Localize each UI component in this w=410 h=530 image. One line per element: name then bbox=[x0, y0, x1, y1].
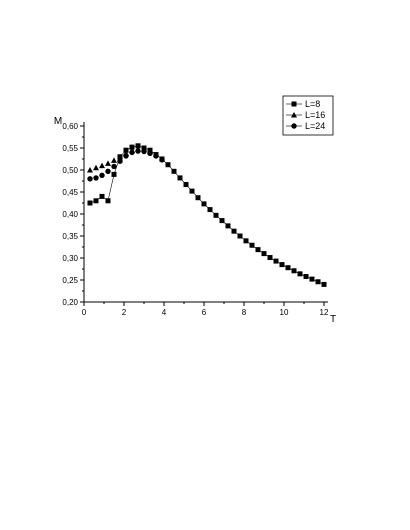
data-point bbox=[93, 175, 99, 181]
data-point bbox=[249, 242, 255, 248]
data-point bbox=[255, 247, 261, 253]
series-line bbox=[89, 145, 325, 285]
data-point bbox=[297, 271, 303, 277]
data-point bbox=[183, 182, 189, 188]
x-tick-label: 0 bbox=[82, 308, 87, 317]
data-point bbox=[303, 273, 309, 279]
data-point bbox=[261, 251, 267, 257]
legend-label: L=24 bbox=[305, 121, 325, 131]
data-point bbox=[135, 145, 141, 152]
x-tick-label: 10 bbox=[280, 308, 289, 317]
legend-marker bbox=[291, 112, 297, 118]
data-point bbox=[117, 154, 123, 160]
data-point bbox=[165, 162, 171, 168]
data-point bbox=[315, 279, 321, 285]
y-tick-label: 0,55 bbox=[62, 144, 78, 153]
y-tick-label: 0,30 bbox=[62, 254, 78, 263]
x-tick-label: 6 bbox=[202, 308, 207, 317]
y-tick-label: 0,45 bbox=[62, 188, 78, 197]
y-tick-label: 0,60 bbox=[62, 122, 78, 131]
legend-entry: L=16 bbox=[286, 110, 325, 120]
data-point bbox=[189, 188, 195, 194]
data-point bbox=[207, 207, 213, 213]
legend-entry: L=24 bbox=[286, 121, 325, 131]
data-point bbox=[321, 281, 327, 287]
y-axis-label: M bbox=[54, 116, 62, 127]
legend-box bbox=[282, 95, 334, 136]
axes: T M bbox=[54, 116, 336, 325]
data-point bbox=[213, 212, 219, 218]
data-point bbox=[159, 156, 165, 162]
data-point bbox=[219, 218, 225, 224]
data-point bbox=[237, 233, 243, 239]
legend-marker bbox=[291, 123, 297, 129]
data-point bbox=[147, 147, 153, 153]
data-point bbox=[111, 157, 117, 163]
legend-label: L=8 bbox=[305, 99, 320, 109]
data-point bbox=[99, 193, 105, 199]
data-point bbox=[273, 258, 279, 264]
data-point bbox=[225, 223, 231, 229]
x-tick-label: 12 bbox=[320, 308, 329, 317]
data-point bbox=[171, 168, 177, 174]
legend-label: L=16 bbox=[305, 110, 325, 120]
data-point bbox=[177, 175, 183, 181]
data-point bbox=[135, 143, 141, 149]
y-tick-label: 0,20 bbox=[62, 298, 78, 307]
y-tick-label: 0,25 bbox=[62, 276, 78, 285]
y-tick-label: 0,35 bbox=[62, 232, 78, 241]
x-tick-label: 2 bbox=[122, 308, 127, 317]
data-point bbox=[105, 160, 111, 166]
data-point bbox=[87, 200, 93, 206]
data-point bbox=[243, 238, 249, 244]
data-point bbox=[309, 276, 315, 282]
data-point bbox=[99, 172, 105, 178]
data-point bbox=[93, 198, 99, 204]
series-square bbox=[87, 143, 327, 287]
x-axis-label: T bbox=[330, 314, 336, 325]
data-point bbox=[111, 171, 117, 177]
data-point bbox=[267, 255, 273, 261]
data-point bbox=[111, 163, 117, 170]
data-point bbox=[123, 147, 129, 153]
y-tick-label: 0,40 bbox=[62, 210, 78, 219]
data-point bbox=[285, 265, 291, 271]
legend: L=8L=16L=24 bbox=[282, 95, 334, 136]
legend-entry: L=8 bbox=[286, 99, 320, 109]
data-point bbox=[129, 147, 135, 153]
x-tick-label: 8 bbox=[242, 308, 247, 317]
data-point bbox=[279, 262, 285, 268]
plot-area bbox=[87, 143, 327, 287]
data-point bbox=[195, 195, 201, 201]
data-point bbox=[153, 152, 159, 158]
data-point bbox=[87, 167, 93, 173]
y-tick-label: 0,50 bbox=[62, 166, 78, 175]
data-point bbox=[291, 268, 297, 274]
data-point bbox=[129, 144, 135, 150]
data-point bbox=[201, 201, 207, 207]
legend-marker bbox=[291, 101, 297, 107]
ticks: 0 2 4 6 8 10 12 0,20 0,25 0,30 0,35 0,40 0,45 0,50 0,5… bbox=[62, 122, 329, 317]
data-point bbox=[123, 150, 129, 156]
data-point bbox=[231, 228, 237, 234]
data-point bbox=[105, 198, 111, 204]
data-point bbox=[141, 145, 147, 151]
data-point bbox=[105, 168, 111, 175]
data-point bbox=[93, 164, 99, 171]
x-tick-label: 4 bbox=[162, 308, 167, 317]
data-point bbox=[87, 176, 93, 182]
data-point bbox=[99, 162, 105, 169]
